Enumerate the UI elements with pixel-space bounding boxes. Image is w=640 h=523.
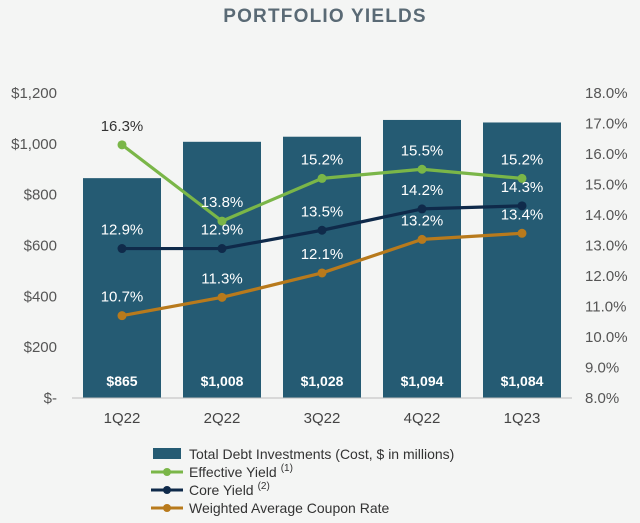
line-value-label: 15.2% <box>501 151 544 168</box>
legend-swatch-bar <box>153 448 181 459</box>
left-tick-label: $600 <box>24 238 57 255</box>
right-tick-label: 11.0% <box>585 299 626 316</box>
series-point <box>417 234 427 244</box>
legend-label: Core Yield <box>189 482 254 498</box>
line-value-label: 15.5% <box>401 142 444 159</box>
line-value-label: 13.5% <box>301 203 344 220</box>
series-point <box>317 268 327 278</box>
right-y-axis: 8.0% 9.0% 10.0% 11.0% 12.0% 13.0% 14.0% 15.0% 16… <box>585 85 628 407</box>
right-tick-label: 16.0% <box>585 146 628 163</box>
series-point <box>517 173 527 183</box>
series-point <box>117 311 127 321</box>
category-label: 1Q23 <box>504 410 541 427</box>
legend-swatch-point <box>163 504 171 512</box>
series-point <box>217 292 227 302</box>
bar-value-label: $865 <box>106 373 137 389</box>
x-axis-categories: 1Q22 2Q22 3Q22 4Q22 1Q23 <box>104 410 541 427</box>
data-labels: $865 $1,008 $1,028 $1,094 $1,084 16.3% 13.8% 15… <box>101 118 544 389</box>
series-point <box>317 173 327 183</box>
left-tick-label: $1,000 <box>11 136 57 153</box>
bar <box>383 119 461 399</box>
right-tick-label: 17.0% <box>585 116 628 133</box>
legend-footnote-marker: (1) <box>281 463 293 474</box>
left-tick-label: $- <box>44 390 57 407</box>
chart-title: PORTFOLIO YIELDS <box>223 6 427 27</box>
bar <box>183 141 261 399</box>
legend-swatch-point <box>163 468 171 476</box>
line-value-label: 14.3% <box>501 179 544 196</box>
line-value-label: 15.2% <box>301 151 344 168</box>
left-y-axis: $- $200 $400 $600 $800 $1,000 $1,200 <box>11 85 57 407</box>
line-value-label: 11.3% <box>201 270 242 287</box>
right-tick-label: 10.0% <box>585 329 628 346</box>
series-point <box>117 140 127 150</box>
category-label: 2Q22 <box>204 410 241 427</box>
line-value-label: 14.2% <box>401 182 444 199</box>
bar <box>483 122 561 398</box>
left-tick-label: $400 <box>24 288 57 305</box>
legend: Total Debt Investments (Cost, $ in milli… <box>151 446 454 516</box>
line-value-label: 12.9% <box>201 222 244 239</box>
right-tick-label: 13.0% <box>585 238 628 255</box>
left-tick-label: $200 <box>24 339 57 356</box>
line-value-label: 12.9% <box>101 222 144 239</box>
left-tick-label: $800 <box>24 187 57 204</box>
bar-value-label: $1,084 <box>501 373 544 389</box>
bar-value-label: $1,094 <box>401 373 444 389</box>
line-value-label: 13.4% <box>501 206 544 223</box>
line-value-label: 10.7% <box>101 289 144 306</box>
category-label: 4Q22 <box>404 410 441 427</box>
series-point <box>117 244 127 254</box>
series-point <box>517 228 527 238</box>
legend-label: Effective Yield <box>189 464 277 480</box>
line-series <box>117 140 527 321</box>
series-point <box>417 204 427 214</box>
legend-label: Total Debt Investments (Cost, $ in milli… <box>189 446 454 462</box>
legend-swatch-point <box>163 486 171 494</box>
bar <box>83 178 161 398</box>
right-tick-label: 18.0% <box>585 85 628 102</box>
right-tick-label: 12.0% <box>585 268 628 285</box>
right-tick-label: 8.0% <box>585 390 619 407</box>
legend-footnote-marker: (2) <box>258 481 270 492</box>
series-point <box>317 225 327 235</box>
right-tick-label: 15.0% <box>585 177 628 194</box>
bar-value-label: $1,008 <box>201 373 244 389</box>
line-value-label: 13.2% <box>401 212 444 229</box>
right-tick-label: 14.0% <box>585 207 628 224</box>
line-value-label: 16.3% <box>101 118 144 135</box>
line-value-label: 12.1% <box>301 246 344 263</box>
category-label: 1Q22 <box>104 410 141 427</box>
left-tick-label: $1,200 <box>11 85 57 102</box>
category-label: 3Q22 <box>304 410 341 427</box>
right-tick-label: 9.0% <box>585 360 619 377</box>
series-point <box>417 164 427 174</box>
bar-value-label: $1,028 <box>301 373 344 389</box>
line-value-label: 13.8% <box>201 194 244 211</box>
series-point <box>217 216 227 226</box>
series-point <box>217 244 227 254</box>
series-point <box>517 201 527 211</box>
legend-label: Weighted Average Coupon Rate <box>189 500 390 516</box>
